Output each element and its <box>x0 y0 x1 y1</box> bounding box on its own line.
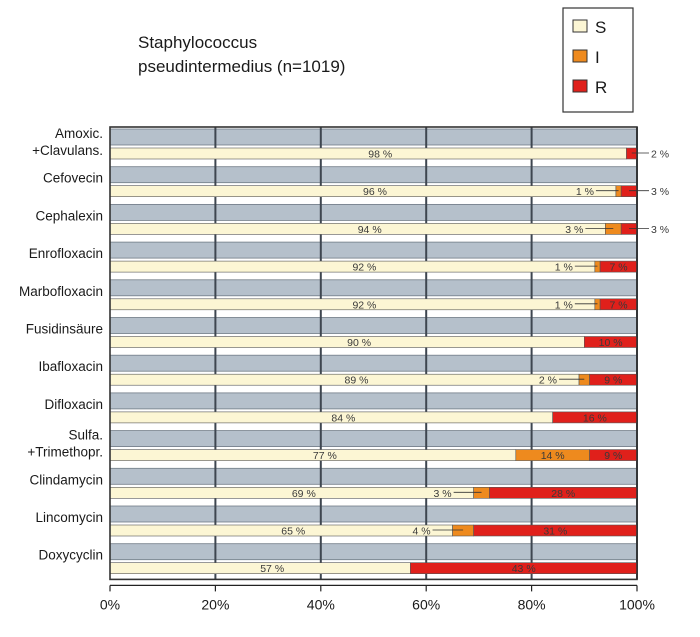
background-band <box>109 392 638 410</box>
data-label-r: 9 % <box>604 450 622 462</box>
category-label: Lincomycin <box>35 510 103 525</box>
category-label: Cephalexin <box>35 208 103 223</box>
x-tick-label: 40% <box>307 596 335 612</box>
category-label: Ibafloxacin <box>38 359 103 374</box>
category-label: +Clavulans. <box>32 143 103 158</box>
data-label-r: 3 % <box>651 186 669 198</box>
bar-segment-i <box>605 223 622 235</box>
bar-segment-i <box>452 524 474 537</box>
background-band <box>109 166 638 184</box>
legend-swatch-i <box>572 49 588 63</box>
data-label-i: 2 % <box>539 375 557 387</box>
data-label-i: 1 % <box>555 299 573 311</box>
data-label-s: 90 % <box>347 337 371 349</box>
data-label-r: 9 % <box>604 375 622 387</box>
category-label: Difloxacin <box>44 397 103 412</box>
data-label-s: 84 % <box>331 412 355 424</box>
background-band <box>109 241 638 259</box>
category-label: Sulfa. <box>68 428 103 443</box>
category-label: Amoxic. <box>55 126 103 141</box>
plot-frame <box>109 126 638 581</box>
data-label-s: 92 % <box>352 299 376 311</box>
bar-segment-i <box>578 373 590 386</box>
data-label-r: 7 % <box>610 299 628 311</box>
data-label-i: 1 % <box>555 262 573 274</box>
bar-segment-i <box>594 298 601 311</box>
data-label-s: 65 % <box>281 526 305 538</box>
data-label-r: 7 % <box>610 262 628 274</box>
x-tick-label: 100% <box>619 596 655 612</box>
data-label-r: 31 % <box>543 526 567 538</box>
bar-segment-i <box>473 486 490 499</box>
category-label: Clindamycin <box>29 472 103 487</box>
x-tick-label: 0% <box>100 596 120 612</box>
bar-segment-i <box>615 185 622 197</box>
background-band <box>109 279 638 297</box>
category-label: Cefovecin <box>43 171 103 186</box>
background-band <box>109 543 638 561</box>
data-label-s: 94 % <box>358 224 382 236</box>
background-band <box>109 317 638 334</box>
legend-label-s: S <box>595 18 606 37</box>
data-label-s: 57 % <box>260 563 284 575</box>
data-label-s: 77 % <box>313 450 337 462</box>
data-label-r: 2 % <box>651 149 669 161</box>
category-label: Marbofloxacin <box>19 284 103 299</box>
legend-label-r: R <box>595 78 607 97</box>
data-label-r: 43 % <box>512 563 536 575</box>
data-label-s: 69 % <box>292 488 316 500</box>
background-band <box>109 128 638 146</box>
plot-area: 98 % 2 % Amoxic. +Clavulans. 96 % 1 % 3 % Cefov… <box>19 126 669 612</box>
data-label-i: 14 % <box>541 450 565 462</box>
chart-title-line-1: Staphylococcus <box>138 33 257 52</box>
legend-label-i: I <box>595 48 600 67</box>
background-band <box>109 505 638 523</box>
data-label-r: 16 % <box>583 412 607 424</box>
x-tick-label: 20% <box>201 596 229 612</box>
background-band <box>109 203 638 221</box>
bar-segment-r <box>620 185 638 197</box>
data-label-s: 96 % <box>363 186 387 198</box>
data-label-r: 10 % <box>599 337 623 349</box>
background-band <box>109 467 638 485</box>
x-tick-label: 80% <box>518 596 546 612</box>
data-label-i: 4 % <box>412 526 430 538</box>
category-label: Doxycyclin <box>38 548 103 563</box>
category-label: Fusidinsäure <box>26 322 103 337</box>
background-band <box>109 430 638 448</box>
legend-swatch-s <box>572 19 588 33</box>
category-label: Enrofloxacin <box>29 246 103 261</box>
legend: SIR <box>562 7 634 113</box>
bar-segment-r <box>626 147 638 160</box>
bar-segment-i <box>594 260 601 273</box>
data-label-r: 28 % <box>551 488 575 500</box>
data-label-r: 3 % <box>651 224 669 236</box>
data-label-s: 98 % <box>368 149 392 161</box>
data-label-i: 1 % <box>576 186 594 198</box>
legend-swatch-r <box>572 79 588 93</box>
data-label-i: 3 % <box>434 488 452 500</box>
data-label-i: 3 % <box>565 224 583 236</box>
data-label-s: 89 % <box>345 375 369 387</box>
data-label-s: 92 % <box>352 262 376 274</box>
bar-segment-r <box>620 223 638 235</box>
chart-title-line-2: pseudintermedius (n=1019) <box>138 57 345 76</box>
x-tick-label: 60% <box>412 596 440 612</box>
background-band <box>109 354 638 372</box>
category-label: +Trimethopr. <box>27 445 103 460</box>
